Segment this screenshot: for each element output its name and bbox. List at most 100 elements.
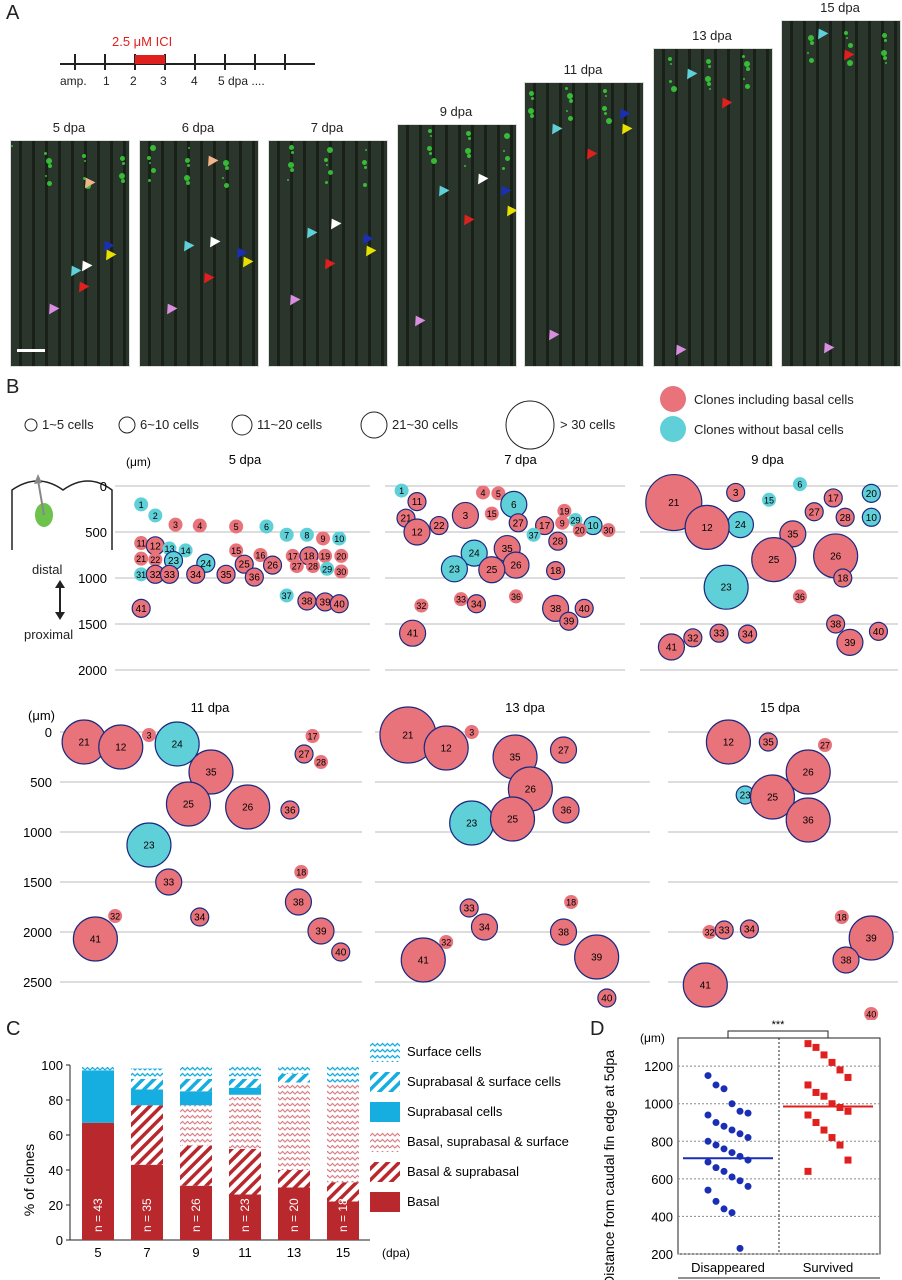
clone-bubble [126,822,172,868]
clone-bubble [331,942,351,962]
clone-id-label: 40 [579,604,591,615]
clone-bubble [552,796,580,824]
clone-id-label: 39 [320,597,332,608]
fin-ray [533,83,536,366]
gfp-signal [291,151,294,154]
clone-bubble [229,519,244,534]
clone-id-label: 14 [181,546,191,556]
clone-bubble [294,744,314,764]
clone-bubble [429,515,449,536]
fin-image-label: 15 dpa [820,0,860,15]
clone-id-label: 33 [713,629,725,640]
gfp-signal [290,168,294,172]
clone-id-label: 40 [873,627,885,638]
gfp-signal [11,145,13,147]
significance-label: *** [772,1019,786,1031]
fin-fluorescence-image [781,20,901,367]
c-y-tick-label: 20 [49,1198,63,1213]
clone-bubble [148,552,163,567]
clone-bubble [834,910,849,924]
clone-id-label: 18 [566,898,576,908]
clone-id-label: 38 [830,620,842,631]
bubble-plot-title: 7 dpa [504,452,537,467]
clone-id-label: 30 [336,567,346,577]
stacked-bar-segment [180,1091,212,1106]
clone-bubble [334,564,349,579]
clone-bubble [792,589,807,604]
clone-bubble [684,504,730,551]
clone-id-label: 12 [411,528,423,539]
gfp-signal [668,57,672,61]
gfp-signal [883,56,887,60]
fin-ray [598,83,601,366]
gfp-signal [45,175,47,177]
clone-id-label: 33 [164,570,176,581]
clone-bubble [470,913,499,941]
clone-id-label: 3 [733,488,739,499]
clone-id-label: 41 [90,935,102,946]
clone-bubble [407,492,427,512]
gfp-signal [82,154,86,158]
clone-bubble [134,536,149,551]
clone-bubble [861,507,881,527]
clone-id-label: 11 [136,539,145,549]
basal-legend-swatch [660,386,686,412]
stacked-bar-segment [278,1187,310,1240]
clone-id-label: 24 [200,559,212,570]
clone-id-label: 28 [308,562,318,572]
gfp-signal [186,181,190,185]
clone-bubble [225,784,271,830]
clone-id-label: 33 [456,595,466,605]
gfp-signal [504,133,510,139]
clone-bubble [165,781,212,827]
fin-image-label: 9 dpa [439,104,473,119]
clone-id-label: 39 [866,934,878,945]
gfp-signal [223,160,229,166]
gfp-signal [187,164,190,167]
gfp-signal [119,173,125,179]
clone-bubble [703,564,749,610]
b-unit-label-row2: (μm) [28,708,55,723]
fin-ray [161,141,164,366]
gfp-signal [362,160,367,165]
clone-id-label: 38 [550,604,562,615]
clone-id-label: 41 [407,629,419,640]
fin-ray [432,125,435,366]
clone-bubble [534,515,555,536]
gfp-signal [528,108,534,114]
fin-ray [714,49,717,366]
clone-id-label: 11 [412,497,423,508]
clone-id-label: 13 [164,544,174,554]
survived-point [844,1107,852,1115]
disappeared-point [712,1081,720,1089]
clone-bubble [423,725,469,771]
clone-bubble [313,755,328,769]
fin-ray [662,49,665,366]
clone-bubble [329,594,349,614]
gfp-signal [844,31,848,35]
c-y-tick-label: 100 [41,1058,63,1073]
clone-bubble [818,738,832,752]
clone-id-label: 16 [255,551,265,561]
c-x-tick-label: 15 [336,1245,350,1260]
gfp-signal [569,99,573,103]
clone-id-label: 8 [304,530,309,540]
clone-bubble [262,555,283,575]
panel-a-letter: A [6,2,20,24]
nonbasal-legend-swatch [660,416,686,442]
clone-bubble [549,918,578,946]
proximal-label: proximal [24,627,74,642]
survived-point [844,1156,852,1164]
clone-bubble [709,623,729,643]
clone-id-label: 25 [486,565,498,576]
gfp-signal [566,110,568,112]
gfp-signal [885,62,887,64]
gfp-signal [431,158,437,164]
gfp-signal [707,82,711,86]
gfp-signal [47,181,52,186]
scale-bar [17,349,45,352]
clone-id-label: 27 [292,562,302,572]
disappeared-point [704,1186,712,1194]
clone-bubble [601,523,616,538]
